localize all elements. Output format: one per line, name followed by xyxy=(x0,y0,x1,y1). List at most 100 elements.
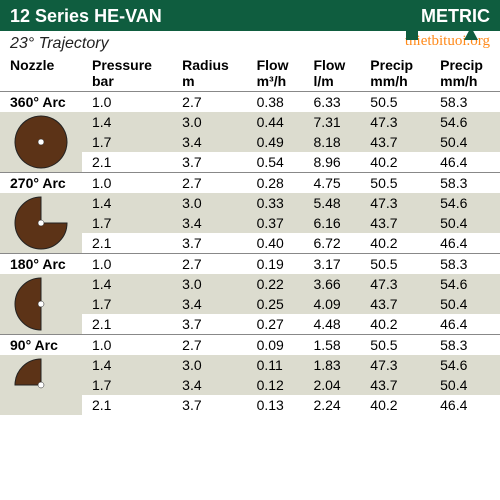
arc-icon xyxy=(11,193,71,253)
cell-flow_lm: 8.96 xyxy=(303,152,360,173)
cell-precip2: 54.6 xyxy=(430,112,500,132)
cell-radius: 3.7 xyxy=(172,314,246,335)
cell-precip1: 47.3 xyxy=(360,274,430,294)
col-header-line2: l/m xyxy=(313,73,354,89)
cell-precip2: 58.3 xyxy=(430,335,500,356)
cell-flow_m3h: 0.25 xyxy=(247,294,304,314)
cell-flow_lm: 6.33 xyxy=(303,92,360,113)
header-title: 12 Series HE-VAN xyxy=(10,6,162,27)
cell-radius: 3.4 xyxy=(172,294,246,314)
cell-flow_lm: 2.24 xyxy=(303,395,360,415)
cell-radius: 2.7 xyxy=(172,173,246,194)
cell-flow_m3h: 0.33 xyxy=(247,193,304,213)
col-header-line1: Radius xyxy=(182,57,240,73)
arc-diagram xyxy=(0,193,82,254)
cell-pressure: 1.4 xyxy=(82,355,172,375)
col-header: Flowl/m xyxy=(303,55,360,92)
cell-flow_m3h: 0.38 xyxy=(247,92,304,113)
cell-precip2: 58.3 xyxy=(430,254,500,275)
col-header-line2: m³/h xyxy=(257,73,298,89)
arc-label: 360° Arc xyxy=(0,92,82,113)
cell-precip1: 47.3 xyxy=(360,112,430,132)
cell-flow_lm: 4.75 xyxy=(303,173,360,194)
cell-flow_lm: 3.17 xyxy=(303,254,360,275)
header-unit: METRIC xyxy=(421,6,490,27)
cell-flow_lm: 7.31 xyxy=(303,112,360,132)
cell-flow_lm: 6.72 xyxy=(303,233,360,254)
cell-flow_m3h: 0.28 xyxy=(247,173,304,194)
trajectory-row: 23° Trajectory thietbituoi.org xyxy=(0,31,500,55)
cell-radius: 3.0 xyxy=(172,355,246,375)
cell-precip2: 46.4 xyxy=(430,395,500,415)
cell-pressure: 1.0 xyxy=(82,92,172,113)
cell-radius: 2.7 xyxy=(172,92,246,113)
table-row: 1.43.00.335.4847.354.6 xyxy=(0,193,500,213)
cell-precip1: 50.5 xyxy=(360,335,430,356)
table-row: 360° Arc1.02.70.386.3350.558.3 xyxy=(0,92,500,113)
cell-flow_m3h: 0.54 xyxy=(247,152,304,173)
cell-precip2: 54.6 xyxy=(430,274,500,294)
cell-precip2: 58.3 xyxy=(430,92,500,113)
cell-precip2: 46.4 xyxy=(430,314,500,335)
spec-table: NozzlePressurebarRadiusmFlowm³/hFlowl/mP… xyxy=(0,55,500,415)
col-header-line1: Nozzle xyxy=(10,57,76,73)
col-header: Radiusm xyxy=(172,55,246,92)
cell-pressure: 1.7 xyxy=(82,213,172,233)
cell-flow_m3h: 0.13 xyxy=(247,395,304,415)
col-header-line1: Flow xyxy=(257,57,298,73)
cell-precip2: 50.4 xyxy=(430,375,500,395)
cell-precip1: 43.7 xyxy=(360,294,430,314)
cell-precip1: 40.2 xyxy=(360,152,430,173)
cell-radius: 3.0 xyxy=(172,112,246,132)
cell-precip1: 47.3 xyxy=(360,355,430,375)
cell-pressure: 1.0 xyxy=(82,335,172,356)
arc-icon xyxy=(11,355,71,415)
table-row: 270° Arc1.02.70.284.7550.558.3 xyxy=(0,173,500,194)
col-header: Pressurebar xyxy=(82,55,172,92)
cell-pressure: 1.4 xyxy=(82,274,172,294)
cell-radius: 2.7 xyxy=(172,254,246,275)
trajectory-label: 23° Trajectory xyxy=(10,35,109,52)
col-header: Precipmm/h xyxy=(360,55,430,92)
col-header: Nozzle xyxy=(0,55,82,92)
cell-flow_m3h: 0.27 xyxy=(247,314,304,335)
cell-precip1: 40.2 xyxy=(360,233,430,254)
table-row: 90° Arc1.02.70.091.5850.558.3 xyxy=(0,335,500,356)
cell-precip2: 46.4 xyxy=(430,152,500,173)
cell-pressure: 2.1 xyxy=(82,314,172,335)
cell-radius: 3.7 xyxy=(172,233,246,254)
cell-flow_m3h: 0.22 xyxy=(247,274,304,294)
cell-pressure: 2.1 xyxy=(82,395,172,415)
cell-flow_lm: 4.48 xyxy=(303,314,360,335)
cell-radius: 3.4 xyxy=(172,132,246,152)
cell-precip1: 43.7 xyxy=(360,213,430,233)
cell-flow_m3h: 0.19 xyxy=(247,254,304,275)
cell-flow_lm: 8.18 xyxy=(303,132,360,152)
cell-flow_lm: 3.66 xyxy=(303,274,360,294)
table-row: 1.43.00.111.8347.354.6 xyxy=(0,355,500,375)
table-body: 360° Arc1.02.70.386.3350.558.3 1.43.00.4… xyxy=(0,92,500,416)
cell-flow_m3h: 0.09 xyxy=(247,335,304,356)
cell-radius: 3.7 xyxy=(172,152,246,173)
cell-precip1: 47.3 xyxy=(360,193,430,213)
cell-pressure: 1.4 xyxy=(82,193,172,213)
cell-pressure: 1.7 xyxy=(82,375,172,395)
arc-label: 90° Arc xyxy=(0,335,82,356)
col-header-line1: Flow xyxy=(313,57,354,73)
col-header-line1: Precip xyxy=(440,57,494,73)
cell-precip2: 50.4 xyxy=(430,213,500,233)
arc-icon xyxy=(11,112,71,172)
cell-flow_m3h: 0.12 xyxy=(247,375,304,395)
cell-flow_lm: 5.48 xyxy=(303,193,360,213)
col-header-line1: Pressure xyxy=(92,57,166,73)
cell-flow_m3h: 0.40 xyxy=(247,233,304,254)
cell-precip2: 54.6 xyxy=(430,193,500,213)
table-row: 180° Arc1.02.70.193.1750.558.3 xyxy=(0,254,500,275)
arc-diagram xyxy=(0,112,82,173)
cell-precip1: 50.5 xyxy=(360,92,430,113)
cell-precip1: 43.7 xyxy=(360,132,430,152)
col-header: Precipmm/h xyxy=(430,55,500,92)
cell-flow_m3h: 0.44 xyxy=(247,112,304,132)
cell-pressure: 1.4 xyxy=(82,112,172,132)
cell-precip2: 54.6 xyxy=(430,355,500,375)
